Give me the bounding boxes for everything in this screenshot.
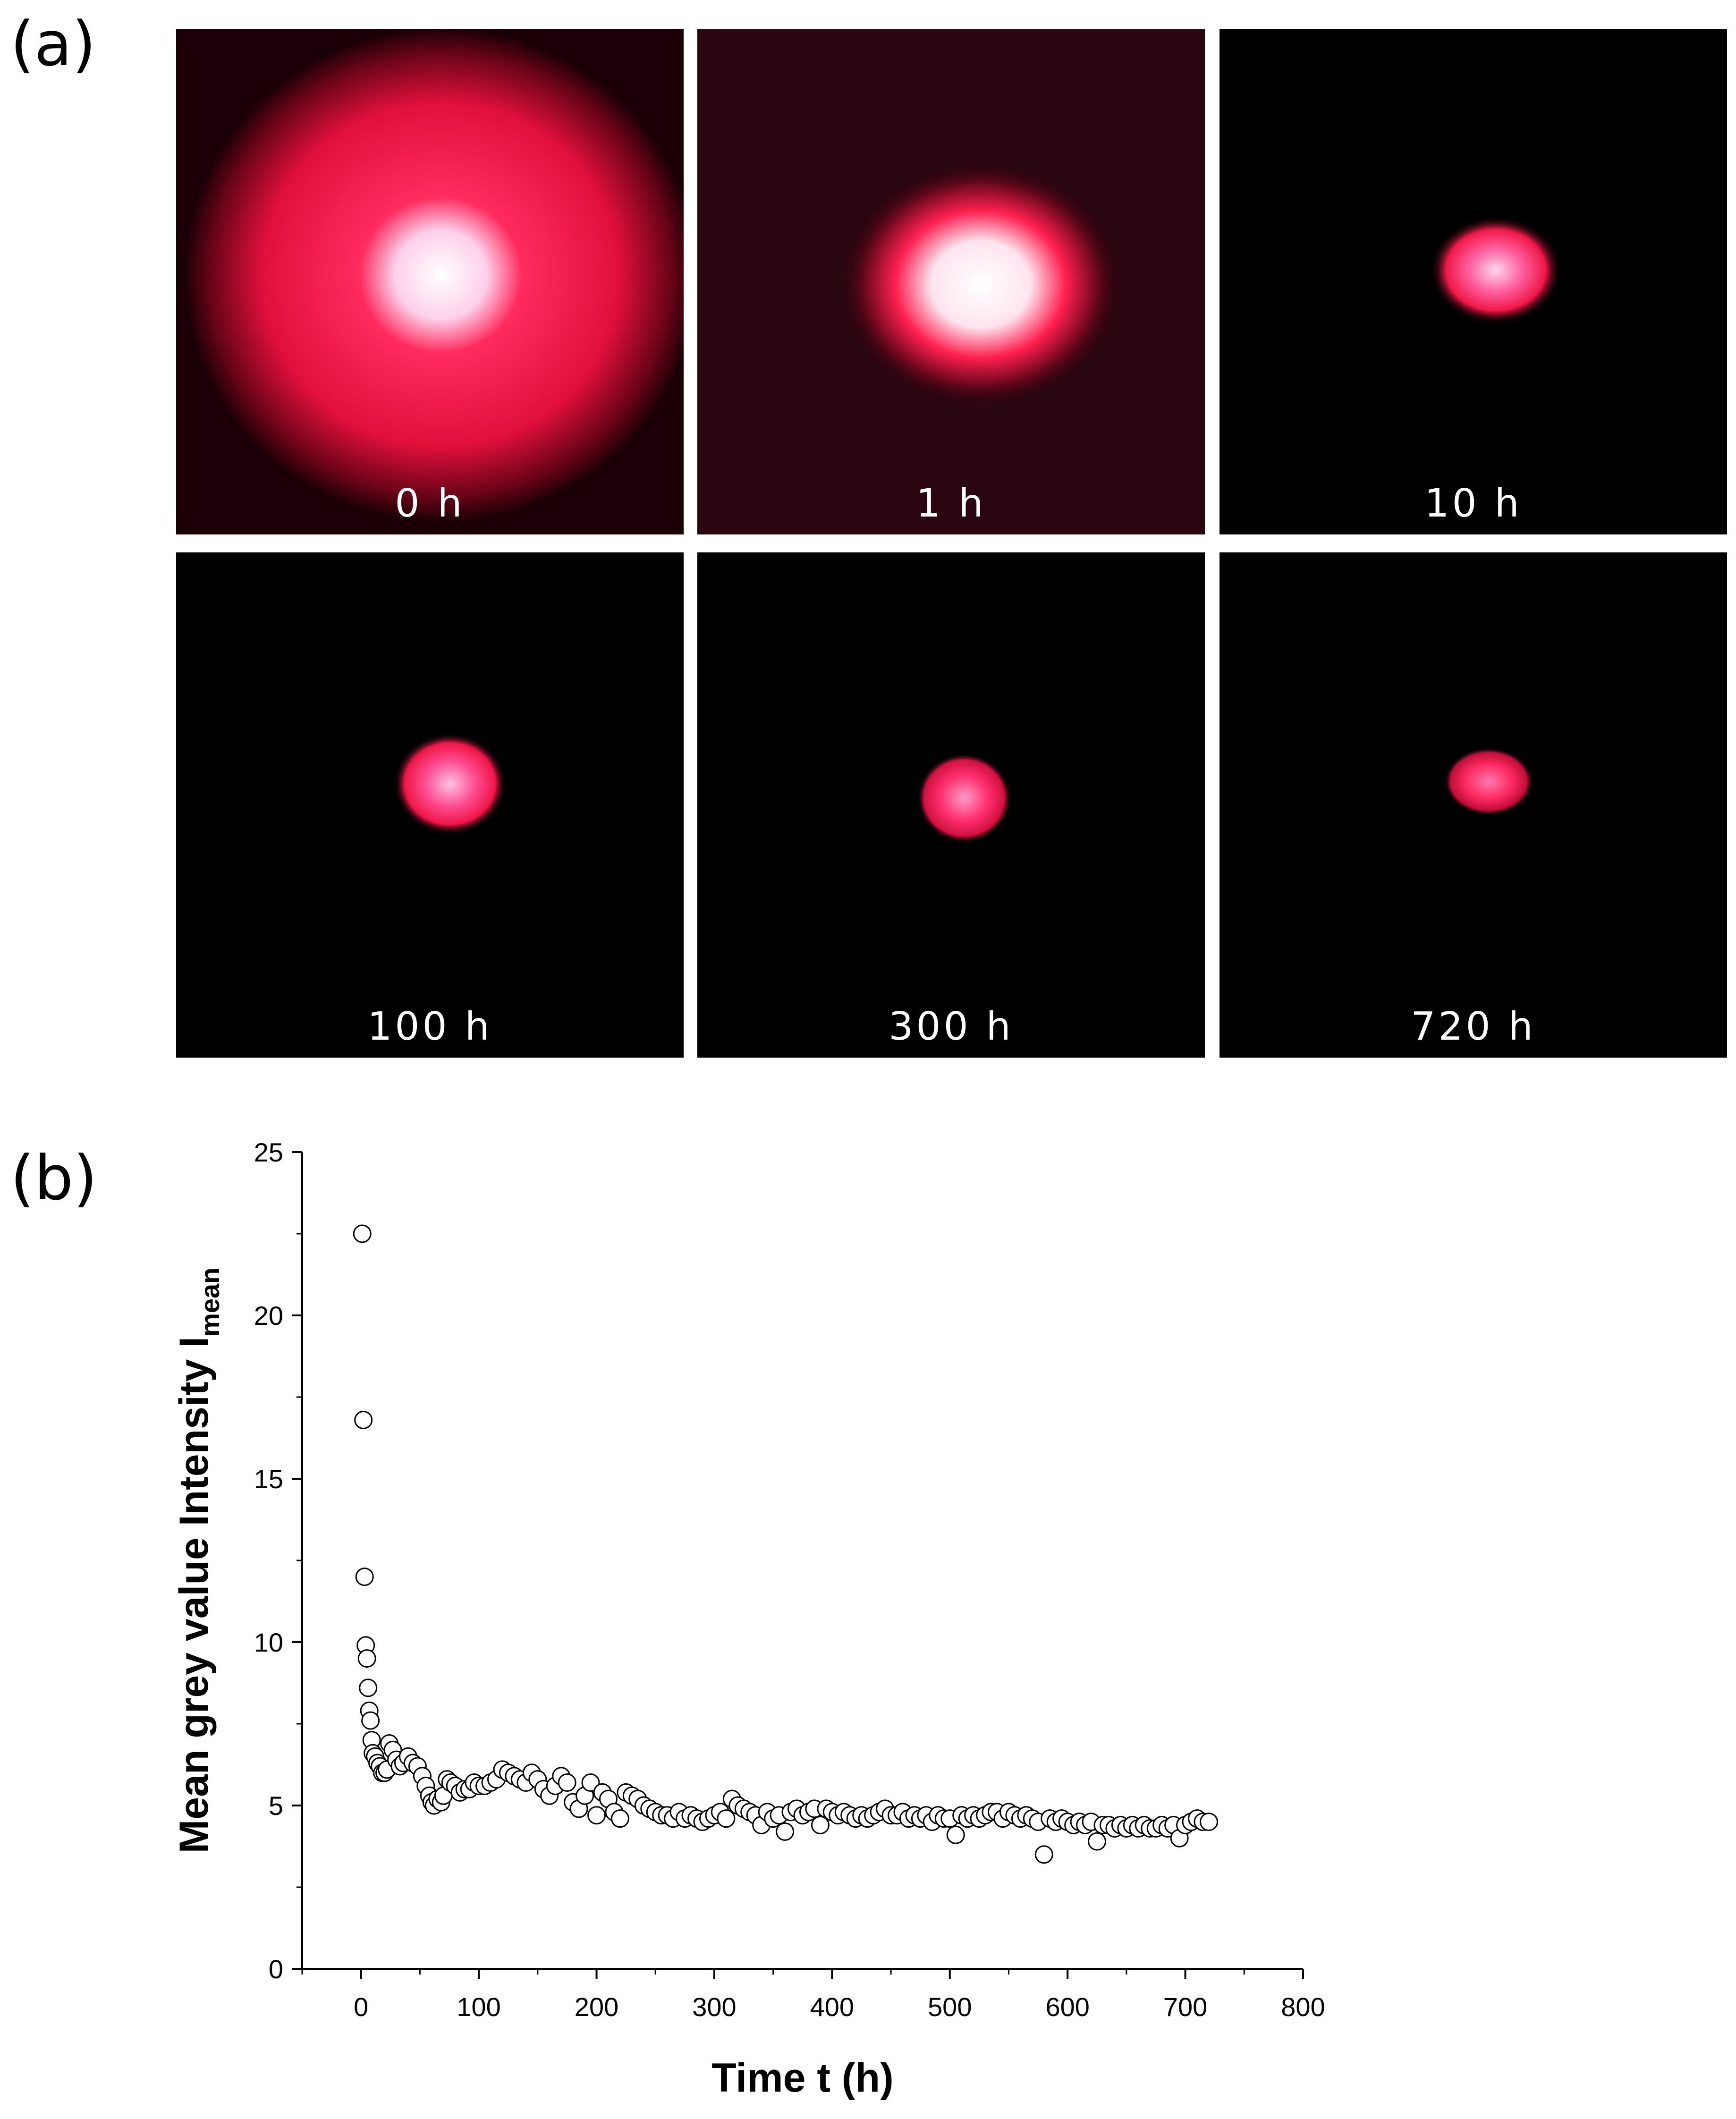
y-tick-label: 0 [269, 1954, 283, 1984]
data-point [354, 1410, 373, 1429]
fluorescence-image-1h: 1 h [697, 29, 1205, 534]
panel-a-label: (a) [10, 8, 96, 80]
fluorescence-image-300h: 300 h [697, 552, 1205, 1058]
image-caption: 0 h [395, 481, 465, 526]
glow-spot [697, 29, 1205, 534]
x-tick-label: 300 [692, 1992, 736, 2022]
glow-spot [917, 753, 1011, 843]
data-point [357, 1649, 376, 1668]
fluorescence-image-100h: 100 h [176, 552, 684, 1058]
image-caption: 10 h [1424, 481, 1522, 526]
x-axis-label: Time t (h) [711, 2055, 893, 2101]
data-point [1034, 1845, 1053, 1864]
x-tick-label: 500 [928, 1992, 972, 2022]
data-points [353, 1224, 1218, 1864]
y-tick-label: 25 [254, 1137, 283, 1167]
data-point [717, 1809, 736, 1828]
data-point [1088, 1832, 1107, 1851]
y-tick-label: 20 [254, 1301, 283, 1331]
glow-spot [1444, 747, 1533, 815]
fluorescence-image-720h: 720 h [1219, 552, 1727, 1058]
panel-b-label: (b) [10, 1142, 97, 1214]
intensity-scatter-chart: 0 100 200 300 400 500 600 700 800 0 5 10 15 20 25 Time… [171, 1137, 1325, 2101]
chart-axes: 0 100 200 300 400 500 600 700 800 0 5 10 15 20 25 [254, 1137, 1325, 2022]
y-tick-label: 15 [254, 1464, 283, 1494]
x-tick-label: 0 [354, 1992, 368, 2022]
image-caption: 720 h [1411, 1004, 1536, 1049]
data-point [610, 1809, 629, 1828]
y-axis-label-subscript: mean [195, 1268, 225, 1337]
image-caption: 1 h [916, 481, 986, 526]
data-point [776, 1822, 795, 1841]
x-tick-label: 200 [575, 1992, 618, 2022]
glow-spot [176, 29, 684, 534]
data-point [361, 1711, 380, 1730]
y-axis-label: Mean grey value Intensity Imean [171, 1268, 225, 1854]
x-tick-label: 100 [457, 1992, 500, 2022]
fluorescence-image-10h: 10 h [1219, 29, 1727, 534]
image-caption: 300 h [889, 1004, 1014, 1049]
data-point [353, 1224, 372, 1243]
x-tick-label: 700 [1163, 1992, 1207, 2022]
y-tick-label: 5 [269, 1791, 283, 1821]
y-tick-label: 10 [254, 1627, 283, 1657]
data-point [1199, 1813, 1218, 1831]
fluorescence-image-0h: 0 h [176, 29, 684, 534]
data-point [359, 1678, 378, 1697]
x-tick-label: 600 [1045, 1992, 1089, 2022]
x-tick-label: 800 [1281, 1992, 1325, 2022]
data-point [811, 1816, 830, 1835]
x-tick-label: 400 [810, 1992, 854, 2022]
data-point [581, 1773, 600, 1792]
glow-spot [1430, 216, 1562, 324]
image-caption: 100 h [367, 1004, 492, 1049]
data-point [946, 1825, 965, 1844]
data-point [558, 1773, 576, 1792]
data-point [587, 1806, 606, 1825]
y-axis-label-main: Mean grey value Intensity I [171, 1337, 217, 1853]
glow-spot [393, 733, 507, 835]
data-point [355, 1568, 374, 1586]
